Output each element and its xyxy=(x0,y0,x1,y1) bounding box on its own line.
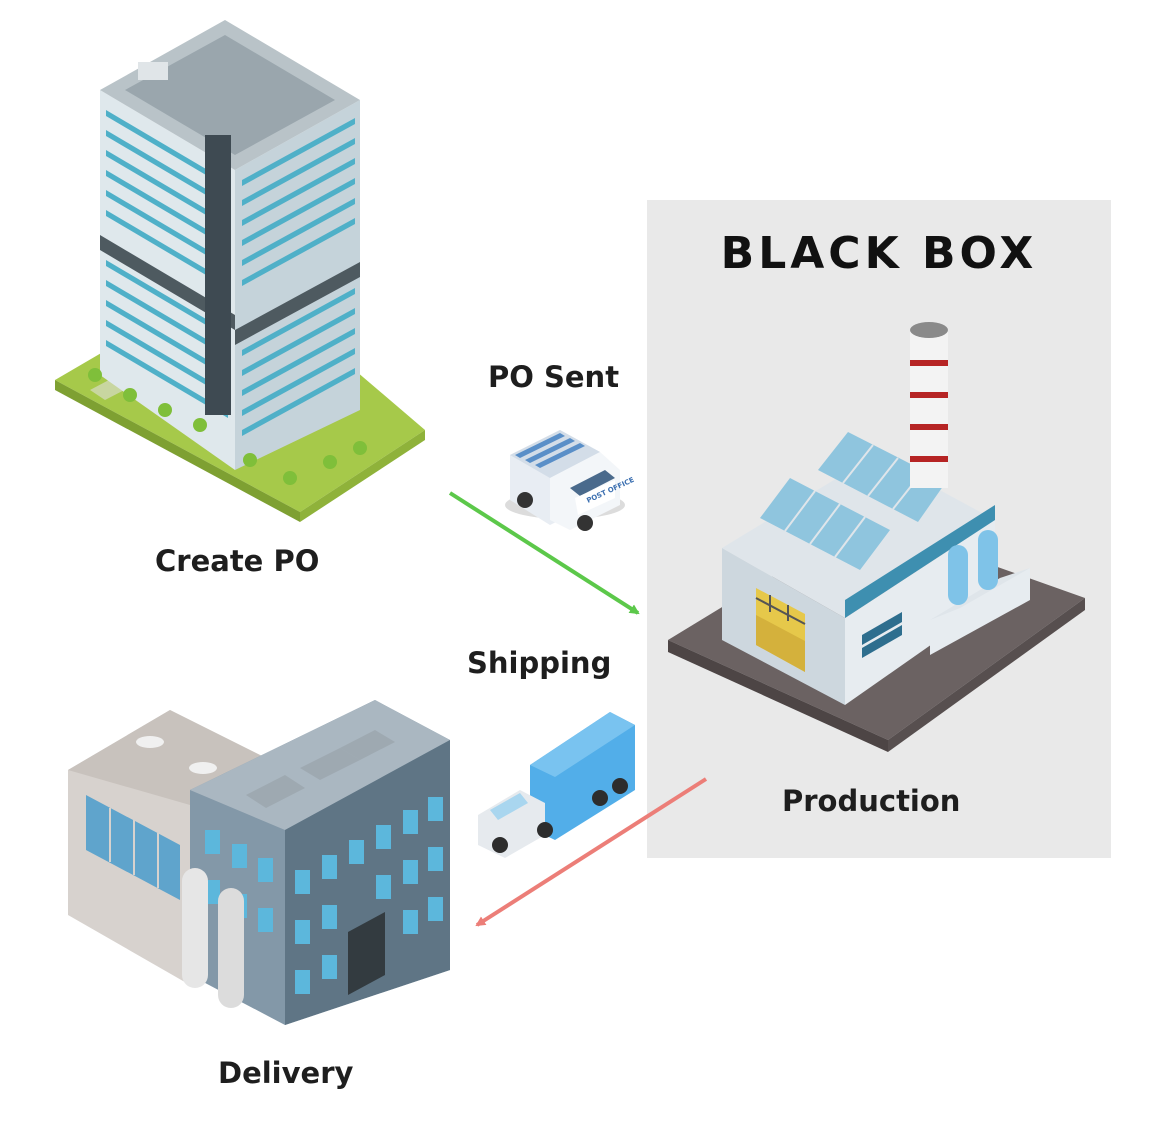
warehouse-building-icon xyxy=(68,700,450,1025)
shipping-label: Shipping xyxy=(467,646,612,680)
po-sent-arrow xyxy=(448,491,640,615)
delivery-label: Delivery xyxy=(218,1056,354,1090)
shipping-arrow xyxy=(475,777,708,927)
black-box-title: BLACK BOX xyxy=(720,228,1038,279)
post-office-van-icon: POST OFFICE xyxy=(505,430,636,531)
po-sent-label: PO Sent xyxy=(488,360,620,394)
factory-icon xyxy=(668,322,1085,752)
create-po-label: Create PO xyxy=(155,544,320,578)
production-label: Production xyxy=(782,784,961,818)
delivery-truck-icon xyxy=(478,712,635,858)
office-tower-icon xyxy=(55,20,425,522)
